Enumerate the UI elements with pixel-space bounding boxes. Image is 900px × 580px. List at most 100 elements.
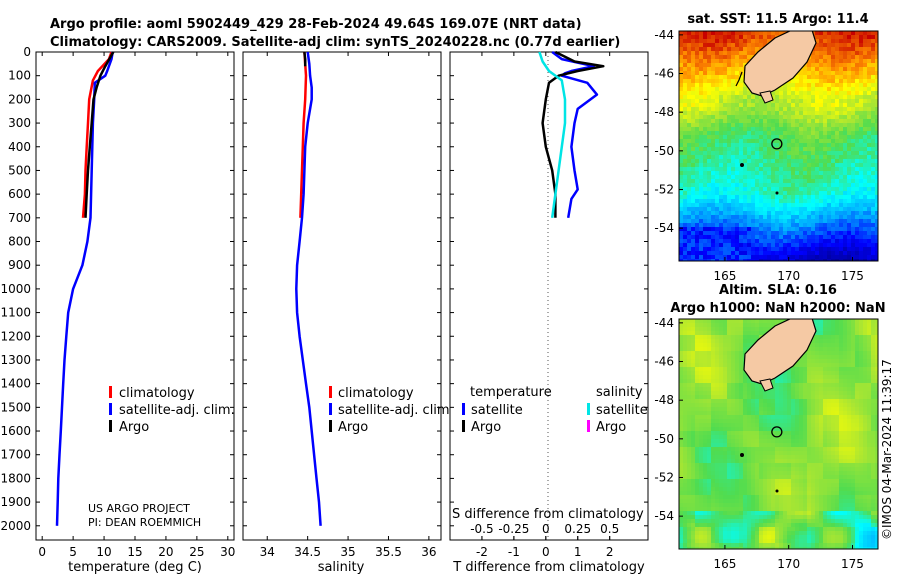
heatmap-cell: [691, 79, 696, 84]
heatmap-cell: [867, 147, 872, 152]
heatmap-cell: [759, 139, 764, 144]
heatmap-cell: [731, 251, 736, 256]
heatmap-cell: [743, 95, 748, 100]
heatmap-cell: [855, 51, 860, 56]
heatmap-cell: [695, 159, 700, 164]
heatmap-cell: [707, 343, 712, 348]
heatmap-cell: [695, 215, 700, 220]
heatmap-cell: [795, 223, 800, 228]
heatmap-cell: [811, 259, 816, 261]
heatmap-cell: [815, 35, 820, 40]
top-tick-label: -0.5: [470, 522, 493, 536]
x-tick-label: 20: [158, 545, 173, 559]
heatmap-cell: [815, 423, 820, 428]
heatmap-cell: [863, 211, 868, 216]
heatmap-cell: [735, 55, 740, 60]
heatmap-cell: [739, 131, 744, 136]
heatmap-cell: [731, 203, 736, 208]
heatmap-cell: [843, 63, 848, 68]
heatmap-cell: [759, 171, 764, 176]
heatmap-cell: [795, 423, 800, 428]
heatmap-cell: [711, 367, 716, 372]
heatmap-cell: [847, 103, 852, 108]
heatmap-cell: [787, 459, 792, 464]
heatmap-cell: [807, 151, 812, 156]
depth-tick-label: 1900: [0, 495, 31, 509]
heatmap-cell: [803, 139, 808, 144]
heatmap-cell: [779, 115, 784, 120]
heatmap-cell: [739, 423, 744, 428]
heatmap-cell: [799, 175, 804, 180]
heatmap-cell: [695, 127, 700, 132]
heatmap-cell: [735, 39, 740, 44]
heatmap-cell: [827, 195, 832, 200]
heatmap-cell: [815, 331, 820, 336]
heatmap-cell: [787, 159, 792, 164]
heatmap-cell: [791, 211, 796, 216]
heatmap-cell: [843, 167, 848, 172]
heatmap-cell: [811, 71, 816, 76]
heatmap-cell: [683, 347, 688, 352]
heatmap-cell: [743, 371, 748, 376]
heatmap-cell: [851, 211, 856, 216]
heatmap-cell: [771, 31, 776, 36]
heatmap-cell: [831, 243, 836, 248]
heatmap-cell: [863, 259, 868, 261]
heatmap-cell: [847, 139, 852, 144]
heatmap-cell: [843, 371, 848, 376]
heatmap-cell: [783, 183, 788, 188]
heatmap-cell: [767, 147, 772, 152]
heatmap-cell: [747, 439, 752, 444]
heatmap-cell: [723, 327, 728, 332]
heatmap-cell: [827, 155, 832, 160]
heatmap-cell: [743, 235, 748, 240]
heatmap-cell: [715, 175, 720, 180]
heatmap-cell: [811, 55, 816, 60]
heatmap-cell: [755, 103, 760, 108]
heatmap-cell: [747, 427, 752, 432]
heatmap-cell: [711, 199, 716, 204]
heatmap-cell: [799, 123, 804, 128]
heatmap-cell: [711, 451, 716, 456]
heatmap-cell: [847, 43, 852, 48]
heatmap-cell: [779, 251, 784, 256]
legend-s-satellite-swatch: [587, 403, 590, 415]
heatmap-cell: [687, 431, 692, 436]
heatmap-cell: [839, 459, 844, 464]
heatmap-cell: [791, 139, 796, 144]
heatmap-cell: [747, 167, 752, 172]
heatmap-cell: [847, 423, 852, 428]
heatmap-cell: [747, 131, 752, 136]
heatmap-cell: [803, 143, 808, 148]
heatmap-cell: [795, 415, 800, 420]
heatmap-cell: [679, 383, 684, 388]
heatmap-cell: [815, 183, 820, 188]
heatmap-cell: [695, 207, 700, 212]
heatmap-cell: [827, 323, 832, 328]
heatmap-cell: [867, 195, 872, 200]
heatmap-cell: [679, 375, 684, 380]
heatmap-cell: [767, 131, 772, 136]
x-tick-label: 35.5: [375, 545, 402, 559]
heatmap-cell: [743, 331, 748, 336]
heatmap-cell: [839, 367, 844, 372]
heatmap-cell: [783, 91, 788, 96]
heatmap-cell: [751, 199, 756, 204]
heatmap-cell: [743, 43, 748, 48]
heatmap-cell: [695, 451, 700, 456]
heatmap-cell: [751, 331, 756, 336]
heatmap-cell: [747, 419, 752, 424]
heatmap-cell: [723, 195, 728, 200]
heatmap-cell: [691, 83, 696, 88]
heatmap-cell: [787, 91, 792, 96]
heatmap-cell: [823, 131, 828, 136]
heatmap-cell: [811, 127, 816, 132]
heatmap-cell: [867, 439, 872, 444]
heatmap-cell: [799, 259, 804, 261]
heatmap-cell: [707, 79, 712, 84]
heatmap-cell: [731, 51, 736, 56]
heatmap-cell: [683, 75, 688, 80]
heatmap-cell: [687, 51, 692, 56]
heatmap-cell: [771, 195, 776, 200]
heatmap-cell: [771, 35, 776, 40]
